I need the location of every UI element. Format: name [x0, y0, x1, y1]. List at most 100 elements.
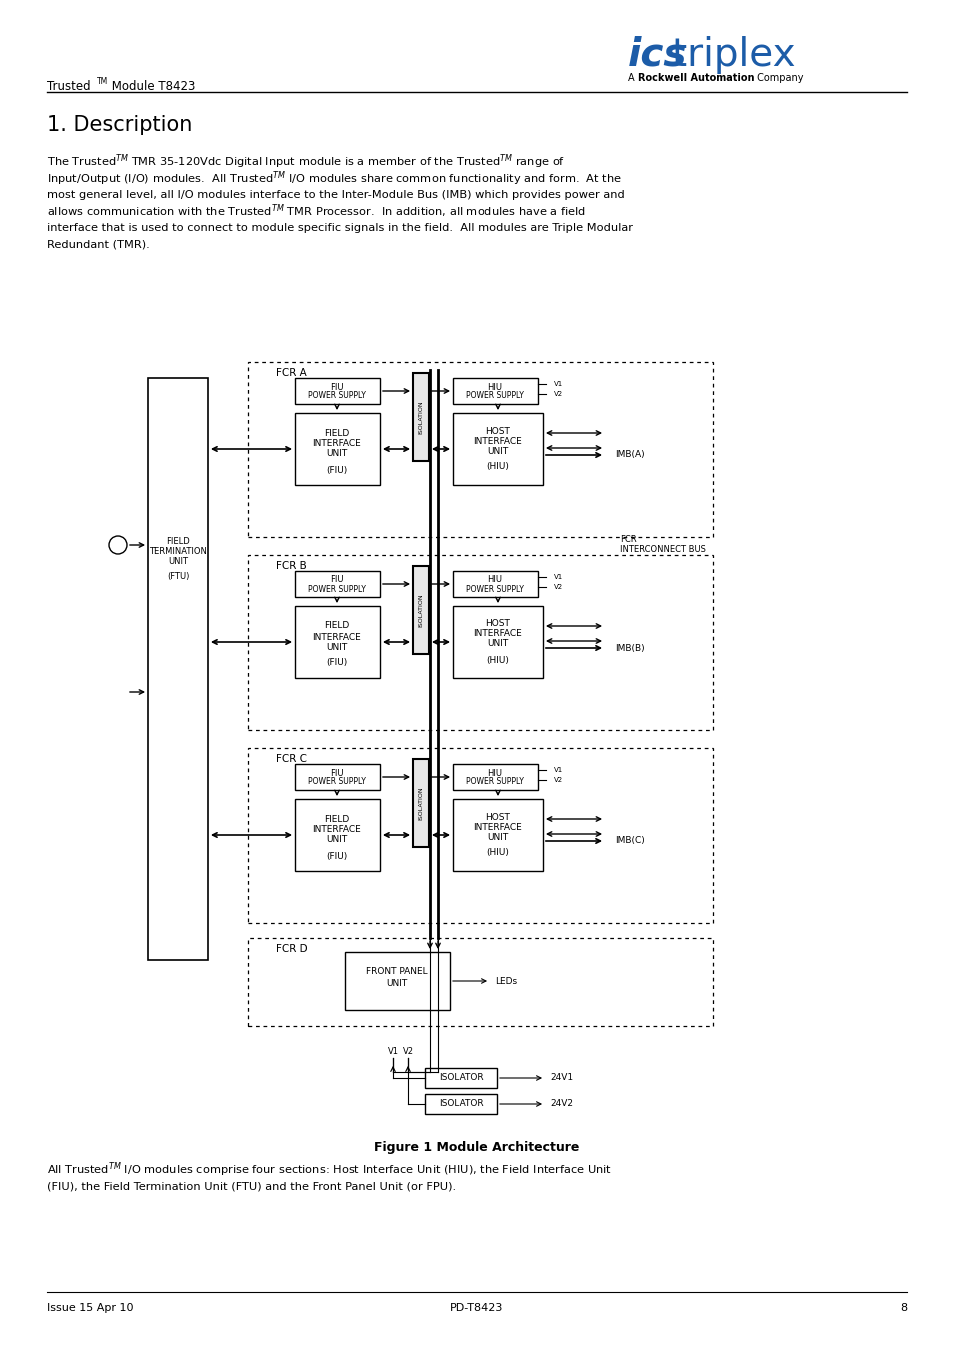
Text: HIU: HIU: [487, 382, 502, 392]
Text: FIU: FIU: [330, 576, 343, 585]
Text: PD-T8423: PD-T8423: [450, 1302, 503, 1313]
Text: UNIT: UNIT: [487, 639, 508, 648]
Text: ISOLATOR: ISOLATOR: [438, 1100, 483, 1109]
Text: 24V1: 24V1: [550, 1074, 573, 1082]
Text: 1. Description: 1. Description: [47, 115, 193, 135]
Text: UNIT: UNIT: [326, 450, 347, 458]
Text: V1: V1: [554, 381, 562, 386]
Bar: [424, 1094, 497, 1115]
Text: FIELD: FIELD: [324, 815, 349, 824]
Text: (HIU): (HIU): [486, 462, 509, 471]
Text: FIU: FIU: [330, 769, 343, 777]
Text: Figure 1 Module Architecture: Figure 1 Module Architecture: [374, 1142, 579, 1155]
Text: FIELD: FIELD: [166, 538, 190, 547]
Text: 8: 8: [899, 1302, 906, 1313]
Text: All Trusted$^{TM}$ I/O modules comprise four sections: Host Interface Unit (HIU): All Trusted$^{TM}$ I/O modules comprise …: [47, 1161, 612, 1179]
Text: INTERFACE: INTERFACE: [313, 825, 361, 835]
Text: 24V2: 24V2: [550, 1100, 573, 1109]
Text: ISOLATOR: ISOLATOR: [438, 1074, 483, 1082]
Text: Redundant (TMR).: Redundant (TMR).: [47, 239, 150, 250]
Text: FCR D: FCR D: [275, 944, 307, 954]
Text: FCR: FCR: [619, 535, 636, 544]
Text: Issue 15 Apr 10: Issue 15 Apr 10: [47, 1302, 133, 1313]
Text: (HIU): (HIU): [486, 655, 509, 665]
Bar: [294, 571, 379, 597]
Text: HOST: HOST: [485, 812, 510, 821]
Text: UNIT: UNIT: [168, 558, 188, 566]
Bar: [453, 378, 537, 404]
Bar: [294, 413, 379, 485]
Text: INTERFACE: INTERFACE: [473, 436, 522, 446]
Text: most general level, all I/O modules interface to the Inter-Module Bus (IMB) whic: most general level, all I/O modules inte…: [47, 190, 624, 200]
Text: (FIU): (FIU): [326, 658, 347, 667]
Text: UNIT: UNIT: [326, 835, 347, 844]
Bar: [345, 952, 450, 1011]
Text: UNIT: UNIT: [487, 832, 508, 842]
Bar: [453, 413, 542, 485]
Text: FCR A: FCR A: [275, 367, 307, 378]
Text: allows communication with the Trusted$^{TM}$ TMR Processor.  In addition, all mo: allows communication with the Trusted$^{…: [47, 203, 585, 220]
Text: Rockwell Automation: Rockwell Automation: [638, 73, 754, 82]
Text: INTERFACE: INTERFACE: [473, 630, 522, 639]
Text: ISOLATION: ISOLATION: [418, 593, 423, 627]
Bar: [453, 798, 542, 871]
Text: IMB(A): IMB(A): [615, 450, 644, 459]
Text: INTERFACE: INTERFACE: [313, 439, 361, 449]
Text: HIU: HIU: [487, 769, 502, 777]
Text: TERMINATION: TERMINATION: [149, 547, 207, 557]
Text: The Trusted$^{TM}$ TMR 35-120Vdc Digital Input module is a member of the Trusted: The Trusted$^{TM}$ TMR 35-120Vdc Digital…: [47, 153, 564, 172]
Text: V2: V2: [402, 1047, 413, 1055]
Bar: [453, 607, 542, 678]
Text: FIELD: FIELD: [324, 621, 349, 631]
Bar: [294, 798, 379, 871]
Text: HOST: HOST: [485, 427, 510, 435]
Text: ISOLATION: ISOLATION: [418, 400, 423, 434]
Bar: [248, 938, 712, 1025]
Text: UNIT: UNIT: [326, 643, 347, 651]
Text: V1: V1: [554, 574, 562, 580]
Text: A: A: [627, 73, 638, 82]
Text: POWER SUPPLY: POWER SUPPLY: [308, 585, 366, 593]
Text: HIU: HIU: [487, 576, 502, 585]
Text: (HIU): (HIU): [486, 848, 509, 858]
Bar: [453, 765, 537, 790]
Text: ics: ics: [627, 36, 687, 74]
Text: FIELD: FIELD: [324, 428, 349, 438]
Text: POWER SUPPLY: POWER SUPPLY: [308, 777, 366, 786]
Bar: [294, 607, 379, 678]
Text: FIU: FIU: [330, 382, 343, 392]
Text: (FIU): (FIU): [326, 466, 347, 474]
Text: (FIU), the Field Termination Unit (FTU) and the Front Panel Unit (or FPU).: (FIU), the Field Termination Unit (FTU) …: [47, 1182, 456, 1192]
Text: FCR B: FCR B: [275, 561, 307, 571]
Text: V1: V1: [387, 1047, 398, 1055]
Text: interface that is used to connect to module specific signals in the field.  All : interface that is used to connect to mod…: [47, 223, 633, 232]
Text: TM: TM: [97, 77, 108, 85]
Text: INTERFACE: INTERFACE: [313, 632, 361, 642]
Text: (FIU): (FIU): [326, 851, 347, 861]
Text: POWER SUPPLY: POWER SUPPLY: [466, 585, 523, 593]
Bar: [413, 566, 429, 654]
Text: IMB(C): IMB(C): [615, 836, 644, 846]
Text: Input/Output (I/O) modules.  All Trusted$^{TM}$ I/O modules share common functio: Input/Output (I/O) modules. All Trusted$…: [47, 169, 621, 188]
Text: POWER SUPPLY: POWER SUPPLY: [466, 392, 523, 400]
Text: HOST: HOST: [485, 620, 510, 628]
Text: INTERFACE: INTERFACE: [473, 823, 522, 831]
Text: Trusted: Trusted: [47, 80, 91, 92]
Bar: [248, 362, 712, 536]
Text: V1: V1: [554, 767, 562, 773]
Text: Module T8423: Module T8423: [108, 80, 195, 92]
Text: POWER SUPPLY: POWER SUPPLY: [466, 777, 523, 786]
Bar: [424, 1069, 497, 1088]
Text: FCR C: FCR C: [275, 754, 307, 765]
Text: ISOLATION: ISOLATION: [418, 786, 423, 820]
Bar: [294, 765, 379, 790]
Text: LEDs: LEDs: [495, 977, 517, 985]
Bar: [248, 555, 712, 730]
Text: V2: V2: [554, 777, 562, 784]
Bar: [248, 748, 712, 923]
Text: UNIT: UNIT: [386, 978, 407, 988]
Bar: [413, 373, 429, 461]
Text: Company: Company: [753, 73, 802, 82]
Bar: [413, 759, 429, 847]
Text: IMB(B): IMB(B): [615, 643, 644, 653]
